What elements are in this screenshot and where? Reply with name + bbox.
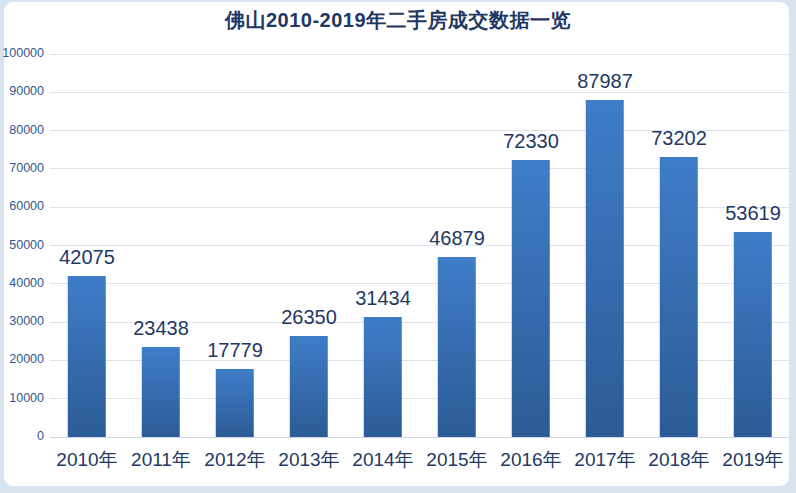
bars: 42075 23438 17779 26350 31434 46879 72330 87987… — [50, 54, 790, 437]
bar: 72330 — [512, 160, 550, 437]
bar: 46879 — [438, 257, 476, 437]
bar-slot: 42075 — [50, 54, 124, 437]
bar-data-label: 72330 — [503, 130, 559, 153]
bar-slot: 31434 — [346, 54, 420, 437]
x-tick-label: 2014年 — [346, 447, 420, 477]
bar-data-label: 26350 — [281, 306, 337, 329]
chart-title: 佛山2010-2019年二手房成交数据一览 — [0, 7, 796, 34]
y-tick-label: 80000 — [0, 123, 44, 137]
bar: 17779 — [216, 369, 254, 437]
x-tick-label: 2018年 — [642, 447, 716, 477]
y-tick-label: 20000 — [0, 352, 44, 366]
x-tick-label: 2016年 — [494, 447, 568, 477]
bar: 53619 — [734, 232, 772, 437]
x-tick-label: 2013年 — [272, 447, 346, 477]
y-tick-label: 60000 — [0, 199, 44, 213]
x-tick-label: 2012年 — [198, 447, 272, 477]
y-tick-label: 90000 — [0, 84, 44, 98]
bar-slot: 17779 — [198, 54, 272, 437]
y-tick-label: 50000 — [0, 238, 44, 252]
bar-data-label: 17779 — [207, 339, 263, 362]
bar-data-label: 46879 — [429, 227, 485, 250]
bar-data-label: 53619 — [725, 202, 781, 225]
x-tick-label: 2011年 — [124, 447, 198, 477]
bar-data-label: 31434 — [355, 287, 411, 310]
bar: 26350 — [290, 336, 328, 437]
bar-slot: 73202 — [642, 54, 716, 437]
y-tick-label: 100000 — [0, 46, 44, 60]
bar-slot: 72330 — [494, 54, 568, 437]
y-axis: 0100002000030000400005000060000700008000… — [0, 54, 44, 437]
x-tick-label: 2019年 — [716, 447, 790, 477]
x-tick-label: 2010年 — [50, 447, 124, 477]
bar-slot: 46879 — [420, 54, 494, 437]
bar-slot: 87987 — [568, 54, 642, 437]
bar: 73202 — [660, 157, 698, 437]
bar-slot: 53619 — [716, 54, 790, 437]
y-tick-label: 70000 — [0, 161, 44, 175]
bar-data-label: 23438 — [133, 317, 189, 340]
bar-data-label: 73202 — [651, 127, 707, 150]
y-tick-label: 0 — [0, 429, 44, 443]
bar-slot: 26350 — [272, 54, 346, 437]
y-tick-label: 30000 — [0, 314, 44, 328]
plot-area: 42075 23438 17779 26350 31434 46879 72330 87987… — [50, 54, 790, 437]
x-tick-label: 2017年 — [568, 447, 642, 477]
bar-data-label: 42075 — [59, 246, 115, 269]
y-tick-label: 40000 — [0, 276, 44, 290]
bar-data-label: 87987 — [577, 70, 633, 93]
bar: 31434 — [364, 317, 402, 437]
bar-slot: 23438 — [124, 54, 198, 437]
y-tick-label: 10000 — [0, 391, 44, 405]
x-tick-label: 2015年 — [420, 447, 494, 477]
x-axis: 2010年2011年2012年2013年2014年2015年2016年2017年… — [50, 447, 790, 477]
bar: 42075 — [68, 276, 106, 437]
bar: 23438 — [142, 347, 180, 437]
bar: 87987 — [586, 100, 624, 437]
